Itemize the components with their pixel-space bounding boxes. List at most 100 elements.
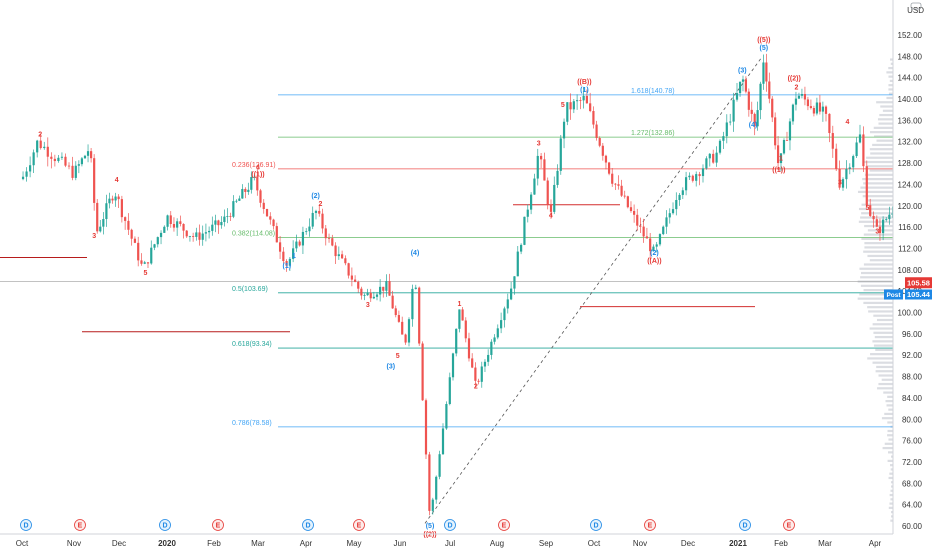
volume-profile-bar [882,446,893,450]
candle-body [305,231,308,233]
event-marker-label: D [162,523,167,530]
volume-profile-bar [862,160,893,164]
volume-profile-bar [870,353,893,356]
time-tick-label: Dec [112,539,126,548]
candle-body [176,221,179,228]
volume-profile-bar [890,62,893,65]
candle-body [875,219,878,227]
earnings-marker[interactable]: E [212,519,224,531]
dividend-marker[interactable]: D [302,519,314,531]
time-tick-label: Jul [445,539,455,548]
volume-profile-bar [890,489,893,492]
volume-profile-bar [864,246,893,249]
wave-label: 2 [474,383,478,390]
volume-profile-bar [869,259,893,262]
candle-body [372,296,375,299]
price-tick-label: 60.00 [902,522,923,531]
candle-body [464,320,467,339]
candle-body [636,214,639,226]
candle-body [357,281,360,289]
candle-body [582,95,585,101]
candle-body [130,229,133,239]
dividend-marker[interactable]: D [20,519,32,531]
wave-label: ((5)) [757,37,770,44]
candle-body [29,165,32,172]
fib-level-label: 0.618(93.34) [232,341,272,348]
candle-body [350,275,353,280]
event-marker-label: D [305,523,310,530]
candle-body [140,260,143,264]
volume-profile-bar [891,485,893,488]
candle-body [759,83,762,111]
volume-profile-bar [890,519,893,522]
candle-body [96,202,99,232]
earnings-marker[interactable]: E [498,519,510,531]
price-tick-label: 120.00 [898,202,923,211]
dividend-marker[interactable]: D [590,519,602,531]
candle-body [671,209,675,214]
candle-body [458,309,461,329]
volume-profile-bar [885,400,893,403]
candle-body [159,232,163,238]
earnings-marker[interactable]: E [783,519,795,531]
candle-body [655,244,658,247]
volume-profile-bar [881,378,893,381]
candle-body [750,109,753,114]
candle-body [556,170,559,185]
volume-profile-bar [857,297,893,300]
volume-profile-bar [873,314,893,317]
candle-body [201,233,204,240]
candle-body [774,117,777,146]
candle-body [487,354,490,362]
candle-body [366,292,369,296]
earnings-marker[interactable]: E [644,519,656,531]
candle-body [848,167,851,169]
candle-body [738,81,742,94]
dividend-marker[interactable]: D [159,519,171,531]
candle-body [818,102,821,112]
volume-profile-bar [888,84,893,87]
volume-profile-bar [860,186,893,189]
candle-body [25,171,28,177]
price-tick-label: 64.00 [902,501,923,510]
candle-body [278,242,282,252]
volume-profile-bar [857,190,893,194]
time-tick-label: Feb [207,539,221,548]
candle-body [401,321,404,335]
wave-label: 2 [794,84,798,91]
candle-body [546,180,549,205]
candle-body [862,134,865,167]
candle-body [530,194,533,210]
candle-body [93,158,96,203]
candle-body [881,219,885,234]
volume-profile-bar [869,327,893,330]
candle-body [269,216,272,220]
candle-body [579,100,582,101]
dividend-marker[interactable]: D [444,519,456,531]
candle-body [794,98,798,105]
candle-body [241,188,244,199]
candle-body [90,151,93,159]
candle-body [127,220,130,230]
event-marker-label: D [23,523,28,530]
candle-body [188,236,192,237]
volume-profile-bar [863,263,893,266]
volume-profile-bar [891,515,893,518]
candle-body [835,148,838,169]
candle-body [53,158,56,162]
volume-profile-bar [887,434,893,437]
time-tick-label: Jun [394,539,407,548]
dividend-marker[interactable]: D [739,519,751,531]
wave-label: 1 [457,301,461,308]
candle-body [566,102,569,122]
earnings-marker[interactable]: E [353,519,365,531]
volume-profile-bar [890,468,893,471]
volume-profile-bar [863,250,893,253]
wave-label: ((A)) [647,258,661,265]
earnings-marker[interactable]: E [74,519,86,531]
time-tick-label: Mar [818,539,832,548]
candle-body [684,177,688,191]
candle-body [217,220,220,226]
